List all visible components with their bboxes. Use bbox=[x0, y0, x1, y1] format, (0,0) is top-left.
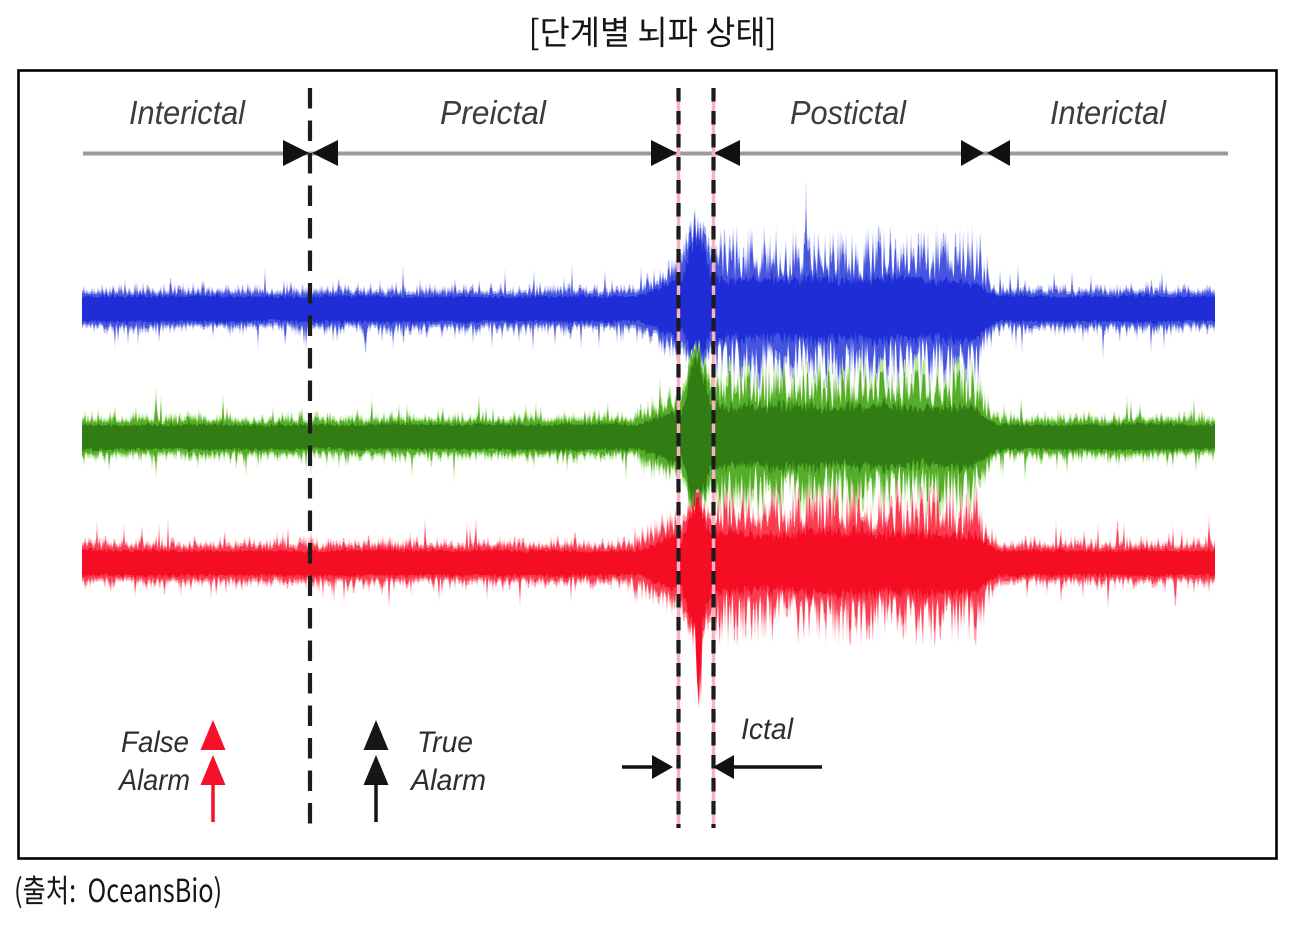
svg-text:Alarm: Alarm bbox=[117, 764, 190, 797]
svg-text:Alarm: Alarm bbox=[409, 764, 486, 797]
svg-text:Postictal: Postictal bbox=[790, 94, 908, 131]
svg-text:Preictal: Preictal bbox=[440, 94, 548, 131]
svg-text:Ictal: Ictal bbox=[741, 713, 794, 746]
svg-text:Interictal: Interictal bbox=[1050, 94, 1168, 131]
svg-text:Interictal: Interictal bbox=[129, 94, 247, 131]
svg-text:False: False bbox=[121, 726, 189, 759]
svg-text:True: True bbox=[417, 726, 473, 759]
